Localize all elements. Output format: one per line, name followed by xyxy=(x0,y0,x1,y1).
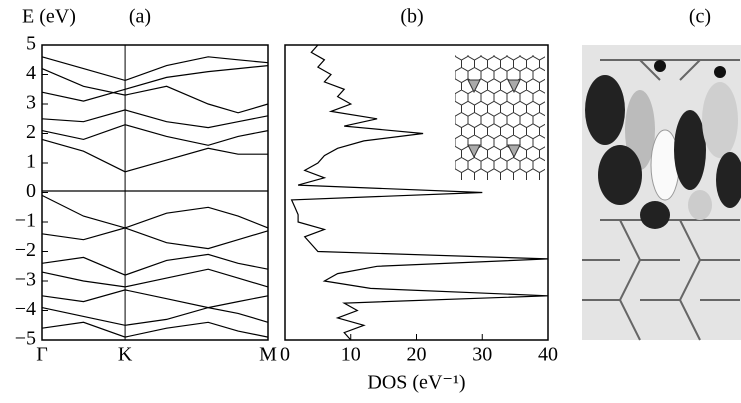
y-tick-label: 3 xyxy=(26,92,36,114)
panel-label: (a) xyxy=(129,6,151,28)
x-tick-label: K xyxy=(118,344,133,366)
band-line xyxy=(41,289,269,309)
band-line xyxy=(41,321,269,338)
x-tick-label: 40 xyxy=(538,344,558,366)
inset-lattice xyxy=(455,55,545,180)
band-line xyxy=(41,268,269,288)
dos-curve xyxy=(290,44,549,341)
y-tick-label: −2 xyxy=(15,239,36,261)
y-tick-label: 0 xyxy=(26,180,36,202)
band-line xyxy=(41,124,269,146)
y-tick-label: 1 xyxy=(26,151,36,173)
band-line xyxy=(41,194,269,229)
band-line xyxy=(41,306,269,326)
band-line xyxy=(41,56,269,82)
x-tick-label: 20 xyxy=(407,344,427,366)
x-tick-label: M xyxy=(259,344,277,366)
band-line xyxy=(41,253,269,276)
y-tick-label: −1 xyxy=(15,210,36,232)
y-tick-label: 5 xyxy=(26,33,36,55)
band-line xyxy=(41,109,269,129)
band-line xyxy=(41,65,269,102)
band-line xyxy=(41,68,269,114)
panel-label: (b) xyxy=(400,6,423,28)
orbital-image xyxy=(582,45,741,341)
panel-label: (c) xyxy=(689,6,711,28)
x-tick-label: 30 xyxy=(472,344,492,366)
y-tick-label: 4 xyxy=(26,62,36,84)
band-line xyxy=(41,138,268,173)
x-tick-label: Γ xyxy=(36,344,48,366)
x-axis-label: DOS (eV⁻¹) xyxy=(367,372,465,394)
band-line xyxy=(41,227,269,250)
y-tick-label: −4 xyxy=(15,298,36,320)
x-tick-label: 10 xyxy=(341,344,361,366)
x-tick-label: 0 xyxy=(280,344,290,366)
y-tick-label: 2 xyxy=(26,121,36,143)
y-tick-label: −5 xyxy=(15,328,36,350)
y-tick-label: −3 xyxy=(15,269,36,291)
y-axis-label: E (eV) xyxy=(22,6,76,28)
